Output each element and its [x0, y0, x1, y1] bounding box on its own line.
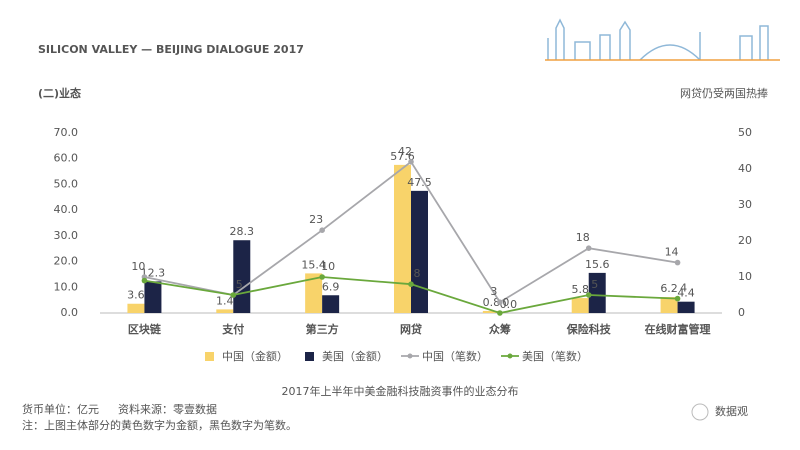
y-tick-label: 40.0	[54, 203, 79, 216]
y-tick-label: 50.0	[54, 177, 79, 190]
y2-tick-label: 40	[738, 162, 752, 175]
bar-label: 57.6	[390, 150, 415, 163]
line-marker	[319, 274, 325, 280]
bar-label: 0.8	[483, 296, 501, 309]
x-tick-label: 网贷	[400, 322, 422, 336]
line-marker	[674, 259, 681, 266]
line-label: 5	[591, 278, 598, 291]
note-source: 资料来源：零壹数据	[118, 402, 217, 416]
y2-tick-label: 0	[738, 306, 745, 319]
bar	[482, 310, 500, 313]
bar	[660, 297, 678, 313]
line-marker	[319, 227, 325, 233]
y-tick-label: 20.0	[54, 255, 79, 268]
line-marker	[141, 277, 148, 284]
y2-tick-label: 30	[738, 198, 752, 211]
bar	[588, 272, 606, 313]
line-label: 10	[321, 260, 335, 273]
skyline	[545, 18, 780, 61]
y-tick-label: 0.0	[61, 306, 79, 319]
bar-label: 3.6	[127, 289, 145, 302]
x-tick-label: 区块链	[128, 322, 162, 336]
line-marker	[674, 295, 681, 302]
section-title: (二)业态	[38, 86, 81, 100]
line-marker	[408, 281, 414, 288]
bar-label: 15.6	[585, 258, 610, 271]
bar	[233, 240, 251, 313]
note-unit: 货币单位：亿元	[22, 402, 99, 416]
line-marker	[230, 292, 237, 298]
bar-label: 6.9	[322, 280, 340, 293]
y-tick-label: 60.0	[54, 152, 79, 165]
bar	[571, 298, 589, 313]
x-tick-label: 第三方	[306, 322, 339, 336]
note-remark: 注：上图主体部分的黄色数字为金额，黑色数字为笔数。	[22, 418, 297, 432]
bar	[322, 295, 340, 313]
line-marker	[497, 310, 503, 316]
bar-label: 6.2	[660, 282, 678, 295]
line-label: 3	[490, 285, 497, 298]
y2-tick-label: 20	[738, 234, 752, 247]
x-tick-label: 众筹	[489, 322, 511, 336]
x-tick-label: 支付	[221, 322, 244, 336]
brand: SILICON VALLEY — BEIJING DIALOGUE 2017	[38, 43, 304, 56]
x-tick-label: 在线财富管理	[645, 322, 711, 336]
bar	[216, 309, 234, 313]
bar-label: 1.4	[216, 294, 234, 307]
legend-swatch	[305, 352, 314, 361]
bar	[127, 303, 145, 313]
line-marker	[497, 299, 503, 306]
bar	[411, 190, 428, 313]
watermark: 数据观	[715, 404, 748, 418]
headline: 网贷仍受两国热捧	[680, 86, 768, 100]
y2-tick-label: 10	[738, 270, 752, 283]
legend-swatch	[507, 353, 513, 359]
line-label: 23	[309, 213, 323, 226]
y-tick-label: 10.0	[54, 280, 79, 293]
bar-label: 4.4	[677, 287, 695, 300]
bar-label: 5.8	[571, 283, 589, 296]
line-label: 0	[502, 296, 509, 309]
watermark-icon	[691, 403, 709, 421]
line-marker	[585, 245, 592, 251]
bar	[677, 301, 695, 313]
line-marker	[585, 292, 592, 298]
legend-label: 美国（金额）	[322, 349, 388, 363]
legend-label: 中国（金额）	[222, 349, 288, 363]
line-label: 42	[398, 145, 412, 158]
bar-label: 28.3	[230, 225, 255, 238]
line-label: 14	[665, 246, 679, 259]
bar-label: 0.0	[500, 298, 518, 311]
line-label: 5	[236, 278, 243, 291]
legend-label: 美国（笔数）	[522, 349, 588, 363]
line-label: 18	[576, 231, 590, 244]
caption: 2017年上半年中美金融科技融资事件的业态分布	[282, 384, 519, 398]
bar	[394, 164, 411, 313]
y2-tick-label: 50	[738, 126, 752, 139]
x-tick-label: 保险科技	[566, 322, 612, 336]
y-tick-label: 30.0	[54, 229, 79, 242]
bar	[144, 281, 162, 313]
line-label: 10	[131, 260, 145, 273]
bar-label: 15.4	[301, 258, 326, 271]
bar	[305, 273, 323, 313]
legend-swatch	[205, 352, 214, 361]
line-label: 8	[414, 267, 421, 280]
line-marker	[408, 159, 414, 165]
line-label: 4	[680, 282, 687, 295]
legend-swatch	[407, 353, 413, 359]
legend-label: 中国（笔数）	[422, 349, 488, 363]
bar-label: 47.5	[407, 176, 432, 189]
y-tick-label: 70.0	[54, 126, 79, 139]
